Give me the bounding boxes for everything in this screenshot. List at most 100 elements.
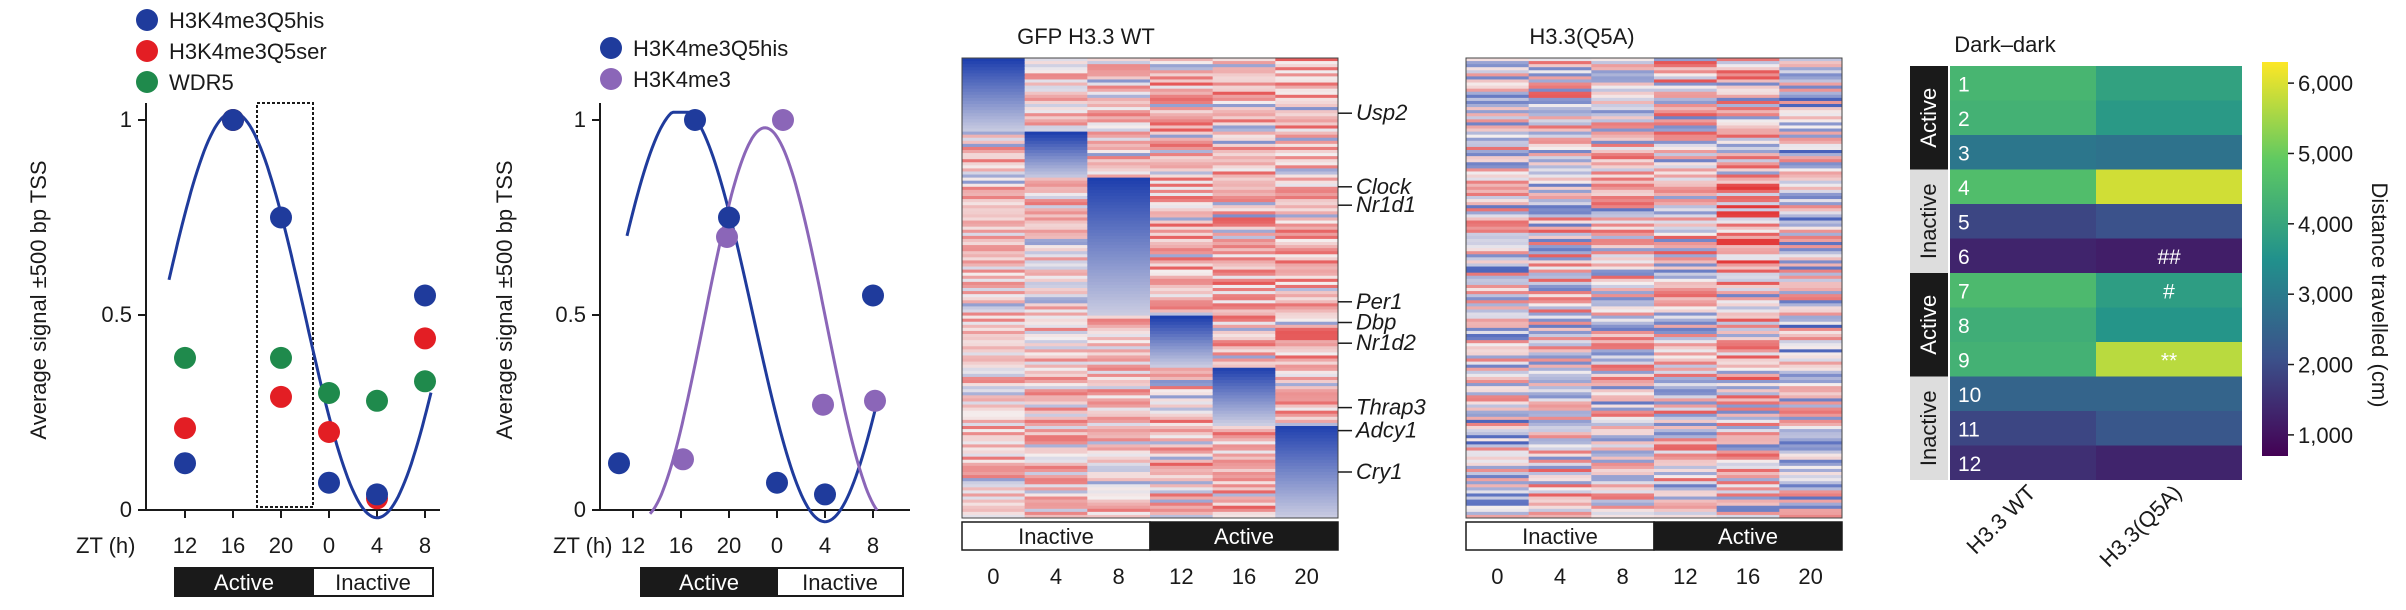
panel-c-heatmap-cell	[1212, 496, 1276, 501]
panel-d-heatmap-cell	[1716, 73, 1780, 77]
panel-c-heatmap-cell	[1212, 459, 1276, 464]
panel-c-heatmap-cell	[962, 260, 1026, 264]
panel-a-point	[174, 452, 196, 475]
panel-d-heatmap-cell	[1591, 303, 1655, 307]
panel-d-heatmap-cell	[1779, 223, 1843, 228]
panel-c-heatmap-cell	[1087, 352, 1151, 356]
panel-c-heatmap-cell	[1275, 199, 1339, 203]
panel-c-heatmap-cell	[962, 266, 1026, 271]
panel-d-heatmap-cell	[1466, 192, 1530, 197]
panel-a-point	[270, 206, 292, 229]
panel-c-heatmap-cell	[1275, 340, 1339, 344]
panel-d-heatmap-cell	[1716, 508, 1780, 513]
panel-d-heatmap-cell	[1779, 432, 1843, 436]
panel-d-heatmap-cell	[1654, 192, 1718, 197]
panel-d-heatmap-cell	[1528, 472, 1592, 476]
panel-d-heatmap-cell	[1591, 465, 1655, 470]
panel-c-heatmap-cell	[1087, 291, 1151, 295]
panel-c-heatmap-cell	[1150, 232, 1214, 237]
panel-d-heatmap-cell	[1716, 134, 1780, 139]
panel-d-heatmap-cell	[1591, 300, 1655, 304]
panel-c-heatmap-cell	[962, 76, 1026, 80]
panel-c-heatmap-cell	[1024, 76, 1088, 80]
panel-d-heatmap-cell	[1654, 153, 1718, 157]
panel-c-heatmap-cell	[1212, 340, 1276, 344]
panel-c-heatmap-cell	[1275, 159, 1339, 163]
panel-d-heatmap-cell	[1716, 364, 1780, 369]
panel-c-heatmap-cell	[1275, 143, 1339, 148]
panel-c-heatmap-cell	[1024, 61, 1088, 65]
panel-c-heatmap-cell	[1087, 116, 1151, 120]
panel-d-heatmap-cell	[1466, 196, 1530, 200]
panel-c-heatmap-cell	[1087, 294, 1151, 298]
panel-d-heatmap-cell	[1654, 122, 1718, 126]
panel-c-heatmap-cell	[1150, 324, 1214, 329]
panel-d-heatmap-cell	[1591, 395, 1655, 399]
panel-c-heatmap-cell	[962, 297, 1026, 301]
panel-c-heatmap-cell	[1150, 465, 1214, 470]
panel-d-heatmap-cell	[1779, 441, 1843, 445]
panel-c-heatmap-cell	[1212, 70, 1276, 74]
panel-c-heatmap-cell	[1212, 297, 1276, 301]
panel-c-heatmap-cell	[1150, 168, 1214, 172]
panel-d-heatmap-cell	[1591, 291, 1655, 295]
panel-d-heatmap-cell	[1716, 306, 1780, 310]
panel-c-heatmap-cell	[1150, 358, 1214, 363]
panel-d-heatmap-cell	[1528, 303, 1592, 307]
panel-a-legend-label: WDR5	[169, 70, 234, 95]
panel-d-heatmap-cell	[1654, 174, 1718, 179]
panel-d-heatmap-cell	[1654, 143, 1718, 148]
panel-d-heatmap-cell	[1716, 346, 1780, 350]
panel-c-heatmap-cell	[1087, 447, 1151, 452]
panel-c-heatmap-cell	[1150, 91, 1214, 96]
panel-d-heatmap-cell	[1779, 119, 1843, 123]
panel-d-heatmap-cell	[1466, 306, 1530, 310]
panel-d-heatmap-cell	[1591, 508, 1655, 513]
panel-c-heatmap-cell	[1150, 189, 1214, 194]
panel-c-gene-label: Nr1d2	[1356, 330, 1416, 355]
panel-d-heatmap-cell	[1654, 435, 1718, 439]
panel-c-heatmap-cell	[1275, 303, 1339, 307]
panel-c-heatmap-cell	[1212, 85, 1276, 90]
panel-c-heatmap-cell	[1024, 85, 1088, 90]
panel-c-heatmap-cell	[1212, 165, 1276, 169]
panel-c-heatmap-cell	[1275, 505, 1339, 510]
panel-c-heatmap-cell	[1024, 422, 1088, 427]
panel-d-heatmap-cell	[1654, 453, 1718, 458]
panel-c-heatmap-cell	[1275, 183, 1339, 188]
panel-c-heatmap-cell	[1150, 392, 1214, 396]
panel-d-heatmap-cell	[1654, 70, 1718, 74]
panel-d-heatmap-cell	[1716, 355, 1780, 360]
panel-c-heatmap-cell	[1087, 168, 1151, 172]
panel-d-heatmap-cell	[1528, 211, 1592, 215]
panel-d-heatmap-cell	[1466, 223, 1530, 228]
panel-c-heatmap-cell	[1150, 309, 1214, 314]
panel-c-heatmap-cell	[1087, 61, 1151, 65]
panel-c-heatmap-cell	[1087, 263, 1151, 268]
panel-d-heatmap-cell	[1528, 416, 1592, 421]
panel-c-heatmap-cell	[1024, 321, 1088, 326]
panel-d-heatmap-cell	[1779, 352, 1843, 356]
panel-d-heatmap-cell	[1528, 364, 1592, 369]
panel-c-heatmap-cell	[1150, 110, 1214, 114]
panel-c-heatmap-cell	[962, 134, 1026, 139]
panel-d-heatmap-cell	[1716, 248, 1780, 252]
panel-c-heatmap-cell	[962, 453, 1026, 458]
panel-c-heatmap-cell	[1087, 281, 1151, 286]
panel-c-heatmap-cell	[962, 410, 1026, 415]
panel-d-heatmap-cell	[1466, 475, 1530, 479]
panel-c-heatmap-cell	[1212, 150, 1276, 154]
panel-d-heatmap-cell	[1779, 183, 1843, 188]
panel-d-heatmap-cell	[1466, 456, 1530, 461]
panel-d-heatmap-cell	[1654, 100, 1718, 105]
panel-d-heatmap-cell	[1716, 186, 1780, 191]
panel-c-heatmap-cell	[1150, 499, 1214, 504]
panel-d-heatmap-cell	[1779, 165, 1843, 169]
panel-c-heatmap-cell	[1275, 426, 1339, 430]
panel-d-heatmap-cell	[1466, 94, 1530, 99]
panel-c-heatmap-cell	[1150, 315, 1214, 320]
panel-d-heatmap-cell	[1654, 465, 1718, 470]
panel-c-heatmap-cell	[1087, 484, 1151, 488]
panel-d-heatmap-cell	[1528, 128, 1592, 133]
